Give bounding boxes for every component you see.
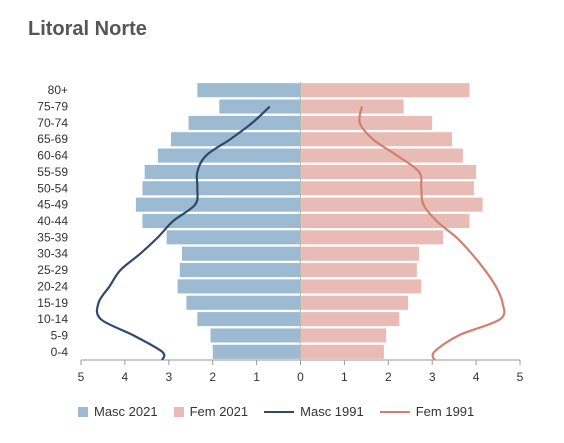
- line-masc-1991: [95, 105, 271, 361]
- legend-label-fem-1991: Fem 1991: [415, 404, 475, 419]
- bar-fem-2021-60-64: [300, 148, 463, 163]
- x-tick-label: 4: [473, 370, 480, 384]
- x-tick-label: 5: [517, 370, 524, 384]
- x-tick-label: 2: [209, 370, 216, 384]
- bar-fem-2021-15-19: [300, 295, 409, 310]
- x-tick-label: 1: [341, 370, 348, 384]
- legend-item-masc-1991[interactable]: Masc 1991: [264, 404, 364, 419]
- bar-masc-2021-5-9: [210, 328, 301, 343]
- bar-fem-2021-35-39: [300, 230, 444, 245]
- bar-fem-2021-50-54: [300, 181, 474, 196]
- x-tick-label: 2: [385, 370, 392, 384]
- legend-swatch-fem-2021: [173, 406, 184, 417]
- bar-masc-2021-15-19: [186, 295, 301, 310]
- bar-fem-2021-30-34: [300, 246, 420, 261]
- bar-masc-2021-35-39: [166, 230, 301, 245]
- bar-masc-2021-80+: [197, 83, 301, 98]
- y-tick-label: 5-9: [51, 328, 69, 342]
- y-tick-label: 60-64: [37, 149, 68, 163]
- y-tick-label: 45-49: [37, 198, 68, 212]
- y-tick-label: 70-74: [37, 116, 68, 130]
- y-tick-label: 25-29: [37, 263, 68, 277]
- bar-masc-2021-60-64: [157, 148, 301, 163]
- bar-masc-2021-65-69: [170, 132, 301, 147]
- y-tick-label: 35-39: [37, 230, 68, 244]
- bar-masc-2021-20-24: [177, 279, 301, 294]
- bar-masc-2021-70-74: [188, 115, 301, 130]
- bar-fem-2021-20-24: [300, 279, 422, 294]
- y-tick-label: 55-59: [37, 165, 68, 179]
- legend-label-masc-1991: Masc 1991: [300, 404, 364, 419]
- bar-fem-2021-70-74: [300, 115, 433, 130]
- bar-fem-2021-65-69: [300, 132, 452, 147]
- y-tick-label: 10-14: [37, 312, 68, 326]
- x-tick-label: 3: [165, 370, 172, 384]
- y-tick-label: 80+: [48, 83, 68, 97]
- y-tick-label: 50-54: [37, 181, 68, 195]
- x-tick-label: 5: [78, 370, 85, 384]
- legend-swatch-masc-1991: [264, 410, 295, 413]
- bar-masc-2021-75-79: [219, 99, 301, 114]
- bar-masc-2021-55-59: [144, 164, 301, 179]
- bar-fem-2021-40-44: [300, 213, 470, 229]
- bar-masc-2021-10-14: [197, 312, 301, 327]
- legend-swatch-masc-2021: [78, 406, 88, 417]
- bar-fem-2021-10-14: [300, 312, 400, 327]
- line-fem-1991: [358, 106, 506, 361]
- y-tick-label: 30-34: [37, 247, 68, 261]
- legend-label-fem-2021: Fem 2021: [189, 404, 249, 419]
- bar-fem-2021-5-9: [300, 328, 387, 343]
- chart-title: Litoral Norte: [28, 18, 147, 40]
- bar-fem-2021-55-59: [300, 164, 477, 179]
- x-tick-label: 4: [122, 370, 129, 384]
- bar-masc-2021-40-44: [142, 213, 301, 229]
- x-tick-label: 0: [297, 370, 304, 384]
- legend-swatch-fem-1991: [379, 410, 410, 413]
- legend-label-masc-2021: Masc 2021: [94, 404, 158, 419]
- y-tick-label: 0-4: [51, 345, 69, 359]
- bar-fem-2021-45-49: [300, 197, 483, 212]
- x-tick-label: 3: [429, 370, 436, 384]
- y-tick-label: 75-79: [37, 100, 68, 114]
- y-tick-label: 20-24: [37, 279, 68, 293]
- legend-item-masc-2021[interactable]: Masc 2021: [78, 404, 158, 419]
- y-tick-label: 15-19: [37, 296, 68, 310]
- legend-item-fem-1991[interactable]: Fem 1991: [379, 404, 475, 419]
- chart-legend: Masc 2021 Fem 2021 Masc 1991 Fem 1991: [78, 404, 490, 419]
- bar-masc-2021-30-34: [181, 246, 301, 261]
- bar-masc-2021-50-54: [142, 181, 301, 196]
- legend-item-fem-2021[interactable]: Fem 2021: [173, 404, 249, 419]
- y-tick-label: 40-44: [37, 214, 68, 228]
- bar-masc-2021-45-49: [135, 197, 301, 212]
- y-tick-label: 65-69: [37, 132, 68, 146]
- bar-fem-2021-0-4: [300, 344, 384, 359]
- x-tick-label: 1: [253, 370, 260, 384]
- bar-fem-2021-75-79: [300, 99, 404, 114]
- bar-masc-2021-0-4: [212, 344, 301, 359]
- bar-fem-2021-80+: [300, 83, 470, 98]
- bar-fem-2021-25-29: [300, 263, 417, 278]
- bar-masc-2021-25-29: [179, 263, 301, 278]
